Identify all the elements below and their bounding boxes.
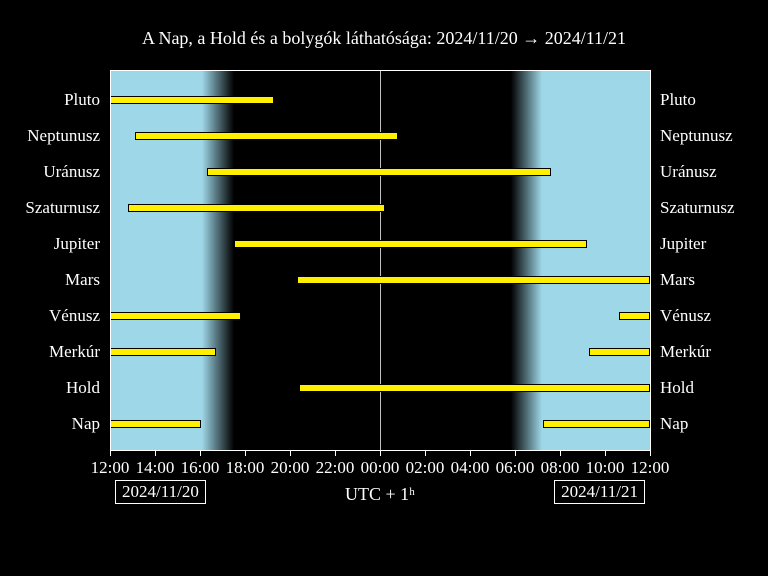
body-label-left: Szaturnusz [0,198,100,218]
twilight-dusk [202,70,234,450]
x-tick-label: 22:00 [316,458,355,478]
body-label-right: Jupiter [660,234,706,254]
x-tick-mark [335,450,336,456]
x-tick-label: 20:00 [271,458,310,478]
body-label-right: Mars [660,270,695,290]
x-tick-label: 02:00 [406,458,445,478]
body-label-right: Merkúr [660,342,711,362]
body-label-right: Szaturnusz [660,198,735,218]
visibility-bar [234,240,587,248]
daylight-right [542,70,650,450]
x-tick-mark [470,450,471,456]
body-label-left: Nap [0,414,100,434]
x-tick-label: 14:00 [136,458,175,478]
visibility-bar [299,384,650,392]
body-label-left: Uránusz [0,162,100,182]
x-tick-label: 06:00 [496,458,535,478]
x-tick-label: 12:00 [631,458,670,478]
x-tick-label: 18:00 [226,458,265,478]
body-label-right: Neptunusz [660,126,733,146]
body-label-left: Neptunusz [0,126,100,146]
body-label-left: Vénusz [0,306,100,326]
visibility-bar [110,96,274,104]
body-label-left: Jupiter [0,234,100,254]
body-label-right: Hold [660,378,694,398]
date-right-box: 2024/11/21 [554,480,645,504]
x-tick-mark [155,450,156,456]
x-tick-mark [380,450,381,456]
visibility-bar [543,420,650,428]
x-tick-mark [560,450,561,456]
x-tick-mark [605,450,606,456]
visibility-bar [619,312,651,320]
visibility-bar [589,348,650,356]
body-label-right: Nap [660,414,688,434]
body-label-left: Hold [0,378,100,398]
x-tick-mark [515,450,516,456]
visibility-bar [110,312,241,320]
x-tick-label: 10:00 [586,458,625,478]
x-axis-label: UTC + 1ʰ [345,484,415,505]
x-tick-label: 16:00 [181,458,220,478]
twilight-dawn [511,70,543,450]
body-label-right: Pluto [660,90,696,110]
body-label-left: Mars [0,270,100,290]
visibility-bar [128,204,385,212]
x-tick-label: 04:00 [451,458,490,478]
x-tick-mark [425,450,426,456]
body-label-right: Vénusz [660,306,711,326]
x-tick-label: 12:00 [91,458,130,478]
x-tick-mark [245,450,246,456]
plot-area [110,70,650,450]
visibility-bar [135,132,398,140]
x-tick-label: 08:00 [541,458,580,478]
visibility-bar [110,420,201,428]
x-tick-mark [200,450,201,456]
body-label-right: Uránusz [660,162,717,182]
x-tick-mark [290,450,291,456]
body-label-left: Pluto [0,90,100,110]
midnight-line [380,70,381,450]
visibility-bar [110,348,216,356]
x-tick-mark [650,450,651,456]
visibility-bar [207,168,551,176]
body-label-left: Merkúr [0,342,100,362]
visibility-bar [297,276,650,284]
chart-title: A Nap, a Hold és a bolygók láthatósága: … [0,28,768,49]
x-tick-label: 00:00 [361,458,400,478]
x-tick-mark [110,450,111,456]
daylight-left [110,70,202,450]
date-left-box: 2024/11/20 [115,480,206,504]
chart-canvas: A Nap, a Hold és a bolygók láthatósága: … [0,0,768,576]
